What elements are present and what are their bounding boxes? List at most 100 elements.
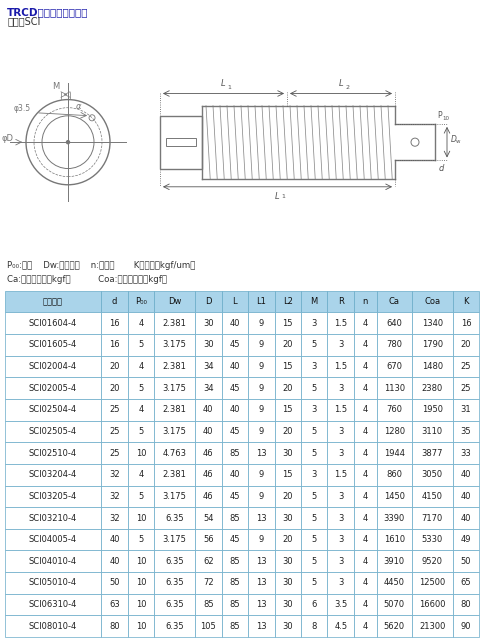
- Bar: [412, 550, 453, 572]
- Text: SCI01604-4: SCI01604-4: [29, 319, 77, 328]
- Text: 25: 25: [461, 383, 471, 392]
- Bar: [377, 334, 412, 356]
- Bar: [377, 529, 412, 550]
- Text: 13: 13: [256, 622, 267, 631]
- Bar: [354, 572, 377, 594]
- Text: 12500: 12500: [419, 578, 445, 587]
- Text: 3: 3: [338, 492, 344, 501]
- Text: 20: 20: [461, 341, 471, 350]
- Text: 4: 4: [363, 319, 368, 328]
- Bar: [5, 312, 101, 334]
- Text: d: d: [112, 297, 117, 306]
- Bar: [377, 399, 412, 420]
- Bar: [248, 507, 274, 529]
- Bar: [412, 356, 453, 377]
- Bar: [377, 615, 412, 637]
- Text: 40: 40: [461, 470, 471, 479]
- Bar: [222, 572, 248, 594]
- Bar: [301, 334, 328, 356]
- Text: M: M: [311, 297, 318, 306]
- Bar: [222, 420, 248, 442]
- Text: 7170: 7170: [422, 514, 443, 523]
- Bar: [328, 486, 354, 507]
- Bar: [377, 486, 412, 507]
- Bar: [301, 291, 328, 312]
- Bar: [248, 529, 274, 550]
- Bar: [128, 529, 154, 550]
- Bar: [328, 356, 354, 377]
- Text: L: L: [232, 297, 237, 306]
- Bar: [274, 594, 301, 615]
- Bar: [128, 464, 154, 486]
- Text: 4: 4: [138, 362, 143, 371]
- Text: 80: 80: [461, 600, 471, 609]
- Bar: [5, 442, 101, 464]
- Bar: [195, 464, 222, 486]
- Text: 9: 9: [258, 341, 264, 350]
- Text: w: w: [456, 139, 460, 144]
- Text: 9: 9: [258, 535, 264, 544]
- Bar: [301, 312, 328, 334]
- Bar: [154, 399, 195, 420]
- Text: 10: 10: [136, 514, 146, 523]
- Bar: [328, 334, 354, 356]
- Text: 2380: 2380: [422, 383, 443, 392]
- Text: P₀₀: P₀₀: [135, 297, 147, 306]
- Text: 13: 13: [256, 557, 267, 566]
- Text: 5: 5: [138, 492, 143, 501]
- Bar: [412, 486, 453, 507]
- Text: 33: 33: [461, 449, 471, 458]
- Text: 34: 34: [203, 362, 213, 371]
- Text: 1340: 1340: [422, 319, 443, 328]
- Bar: [5, 594, 101, 615]
- Bar: [222, 464, 248, 486]
- Bar: [5, 291, 101, 312]
- Text: 5: 5: [312, 514, 317, 523]
- Text: 5: 5: [312, 557, 317, 566]
- Text: d: d: [439, 164, 444, 173]
- Text: 4: 4: [138, 405, 143, 414]
- Text: 30: 30: [283, 557, 293, 566]
- Text: 2.381: 2.381: [163, 362, 186, 371]
- Bar: [412, 572, 453, 594]
- Bar: [154, 420, 195, 442]
- Bar: [354, 507, 377, 529]
- Bar: [5, 334, 101, 356]
- Text: 34: 34: [203, 383, 213, 392]
- Text: 4: 4: [363, 405, 368, 414]
- Text: 1: 1: [227, 86, 231, 91]
- Bar: [274, 464, 301, 486]
- Text: 型式：SCI: 型式：SCI: [7, 17, 41, 27]
- Bar: [354, 486, 377, 507]
- Text: 9520: 9520: [422, 557, 443, 566]
- Bar: [354, 615, 377, 637]
- Text: 40: 40: [203, 405, 213, 414]
- Bar: [301, 572, 328, 594]
- Text: 4: 4: [363, 557, 368, 566]
- Bar: [5, 377, 101, 399]
- Text: 20: 20: [109, 362, 120, 371]
- Bar: [328, 572, 354, 594]
- Text: 6.35: 6.35: [165, 578, 184, 587]
- Text: 9: 9: [258, 383, 264, 392]
- Text: 640: 640: [386, 319, 402, 328]
- Text: 46: 46: [203, 492, 213, 501]
- Text: 670: 670: [386, 362, 402, 371]
- Text: 54: 54: [203, 514, 213, 523]
- Bar: [101, 529, 128, 550]
- Text: 3: 3: [338, 578, 344, 587]
- Text: 13: 13: [256, 514, 267, 523]
- Text: 20: 20: [283, 427, 293, 436]
- Bar: [301, 420, 328, 442]
- Bar: [5, 529, 101, 550]
- Bar: [354, 442, 377, 464]
- Text: 5: 5: [312, 449, 317, 458]
- Text: 3390: 3390: [384, 514, 405, 523]
- Text: 40: 40: [203, 427, 213, 436]
- Bar: [412, 312, 453, 334]
- Bar: [128, 572, 154, 594]
- Text: 4: 4: [363, 600, 368, 609]
- Bar: [154, 550, 195, 572]
- Text: SCI04010-4: SCI04010-4: [29, 557, 77, 566]
- Text: 40: 40: [109, 557, 120, 566]
